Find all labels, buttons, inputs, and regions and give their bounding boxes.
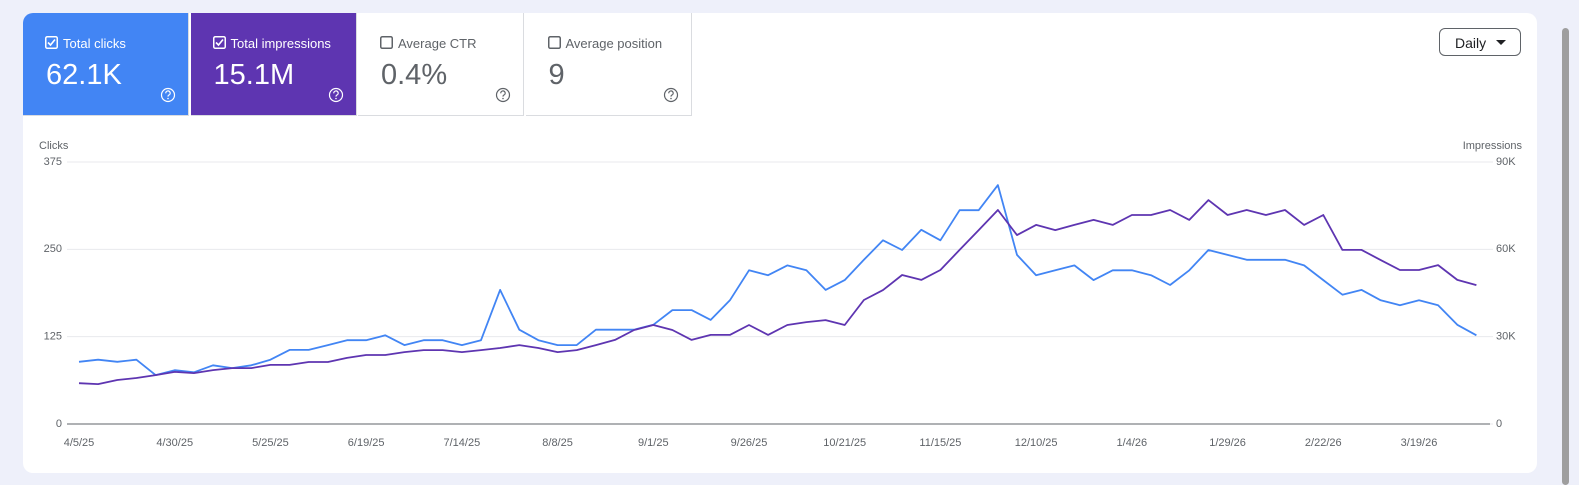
checkbox[interactable] — [380, 36, 393, 49]
help-dot — [167, 97, 169, 100]
help-icon[interactable] — [328, 87, 344, 103]
x-tick-label: 10/21/25 — [823, 437, 866, 449]
y-tick-label: 125 — [44, 331, 62, 343]
y-tick-label: 0 — [56, 418, 62, 430]
help-dot — [669, 97, 672, 100]
checkmark — [47, 38, 56, 47]
help-circle — [328, 87, 343, 103]
y-axis-title: Clicks — [39, 140, 69, 152]
checkbox[interactable] — [547, 36, 561, 49]
help-icon[interactable] — [663, 87, 679, 103]
help-circle — [160, 87, 176, 103]
checkbox[interactable] — [45, 36, 58, 49]
help-circle — [495, 87, 511, 103]
y2-tick-label: 60K — [1496, 243, 1516, 255]
dropdown-label: Daily — [1455, 35, 1487, 51]
series-line — [78, 184, 1477, 376]
checkbox[interactable] — [212, 36, 226, 49]
x-tick-label: 9/1/25 — [638, 437, 669, 449]
x-tick-label: 12/10/25 — [1015, 437, 1058, 449]
x-tick-label: 4/30/25 — [156, 437, 193, 449]
metric-value: 62.1K — [46, 59, 122, 91]
x-tick-label: 5/25/25 — [252, 437, 289, 449]
metric-card[interactable]: Total clicks 62.1K — [23, 13, 189, 116]
metric-card[interactable]: Average position 9 — [525, 13, 692, 116]
metric-label: Average position — [565, 36, 663, 51]
checkbox-box — [212, 36, 226, 49]
x-tick-label: 1/4/26 — [1117, 437, 1148, 449]
x-tick-label: 2/22/26 — [1305, 437, 1342, 449]
metric-card[interactable]: Average CTR 0.4% — [358, 13, 524, 116]
metric-value: 15.1M — [213, 59, 295, 91]
dropdown-arrow — [1496, 40, 1506, 45]
checkbox-box — [380, 36, 393, 49]
y2-tick-label: 30K — [1496, 331, 1516, 343]
metric-label: Total impressions — [230, 36, 331, 51]
help-mark — [667, 90, 674, 97]
checkbox-box — [547, 36, 561, 49]
x-tick-label: 11/15/25 — [919, 437, 961, 449]
dropdown[interactable]: Daily — [1439, 28, 1521, 56]
x-tick-label: 7/14/25 — [444, 437, 481, 449]
help-mark — [500, 90, 506, 97]
metric-value: 0.4% — [381, 59, 448, 91]
help-mark — [332, 90, 339, 97]
help-icon[interactable] — [160, 87, 176, 103]
x-tick-label: 6/19/25 — [348, 437, 385, 449]
x-tick-label: 4/5/25 — [64, 437, 95, 449]
help-dot — [334, 97, 337, 100]
y-tick-label: 375 — [44, 156, 62, 168]
checkmark — [214, 38, 224, 47]
help-circle — [663, 87, 678, 103]
x-tick-label: 9/26/25 — [731, 437, 768, 449]
y2-tick-label: 0 — [1496, 418, 1502, 430]
y2-tick-label: 90K — [1496, 156, 1516, 168]
x-tick-label: 3/19/26 — [1401, 437, 1438, 449]
y2-axis-title: Impressions — [1463, 140, 1523, 152]
metric-label: Average CTR — [398, 36, 477, 51]
help-mark — [165, 90, 171, 97]
scrollbar[interactable] — [1562, 28, 1569, 485]
metric-card[interactable]: Total impressions 15.1M — [190, 13, 357, 116]
metric-label: Total clicks — [63, 36, 126, 51]
y-tick-label: 250 — [44, 243, 62, 255]
checkbox-box — [45, 36, 58, 49]
help-icon[interactable] — [495, 87, 511, 103]
x-tick-label: 1/29/26 — [1209, 437, 1246, 449]
metric-value: 9 — [548, 59, 565, 91]
help-dot — [502, 97, 504, 100]
x-tick-label: 8/8/25 — [542, 437, 573, 449]
series-line — [78, 199, 1477, 385]
